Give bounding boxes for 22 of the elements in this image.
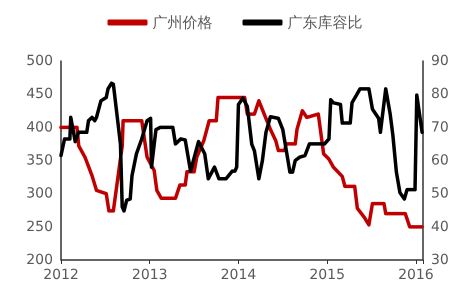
y2-tick-label: 70 (431, 119, 449, 136)
legend-label: 广东库容比 (288, 14, 362, 32)
y-tick-label: 450 (26, 86, 53, 102)
x-tick-label: 2014 (220, 267, 256, 283)
y-tick-label: 500 (26, 53, 53, 69)
y2-tick-label: 80 (431, 86, 449, 102)
y2-tick-label: 60 (431, 152, 449, 168)
x-tick-label: 2012 (43, 267, 79, 283)
x-tick-label: 2013 (132, 267, 168, 283)
y2-tick-label: 90 (431, 53, 449, 69)
line-series (59, 81, 424, 213)
y-tick-label: 400 (26, 119, 53, 136)
x-tick-label: 2015 (309, 267, 345, 283)
legend-label: 广州价格 (152, 14, 212, 32)
y-tick-label: 250 (26, 218, 53, 235)
y2-tick-label: 30 (431, 252, 449, 268)
y-tick-label: 200 (26, 252, 53, 268)
y-tick-label: 350 (26, 152, 53, 168)
y-tick-label: 300 (26, 186, 53, 202)
x-tick-label: 2016 (398, 267, 434, 283)
y2-tick-label: 50 (431, 186, 449, 202)
y2-tick-label: 40 (431, 218, 449, 235)
